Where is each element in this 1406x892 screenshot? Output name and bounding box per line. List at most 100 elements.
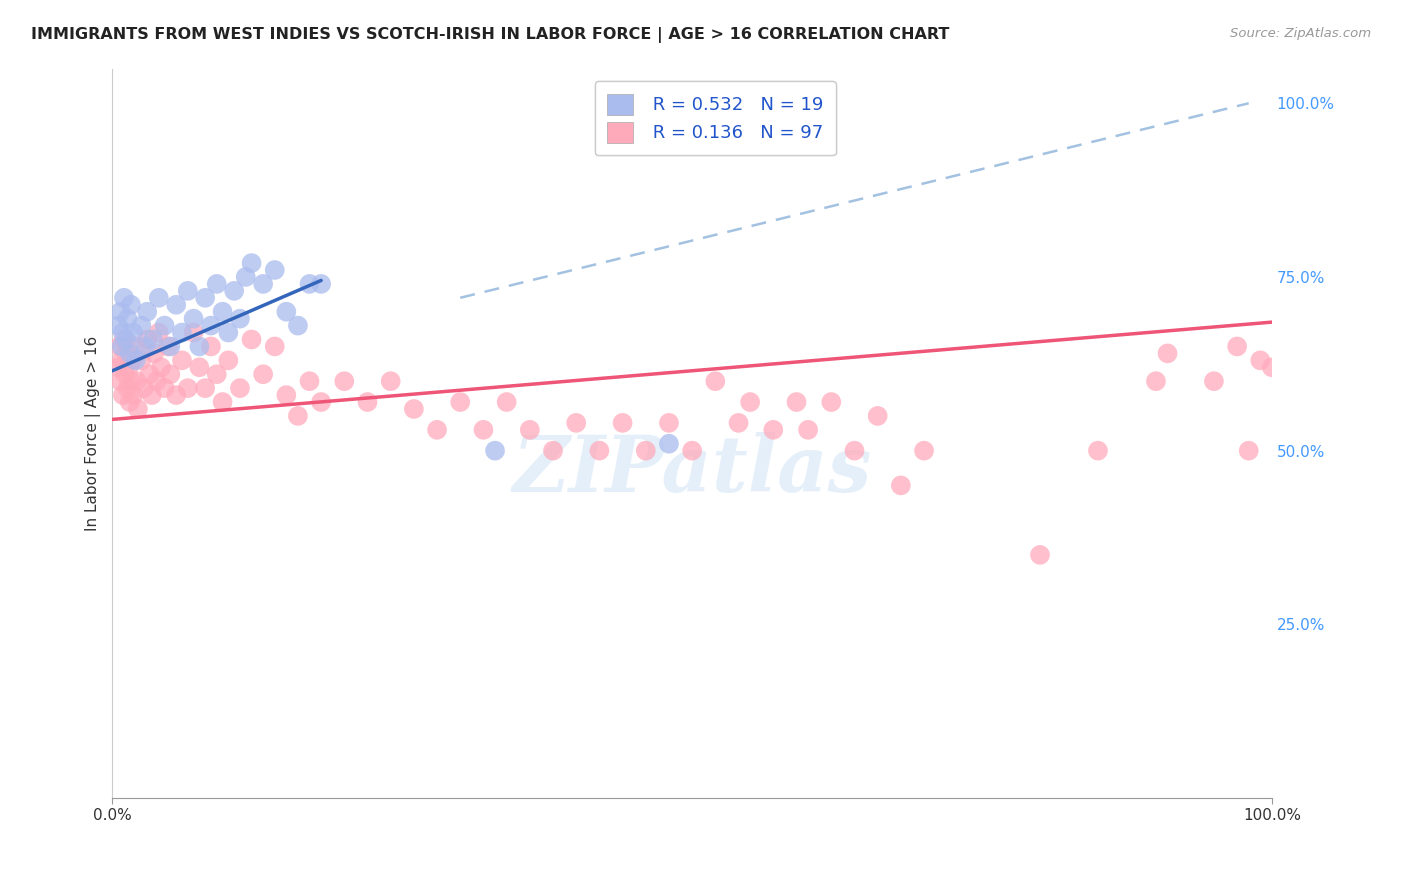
Point — [1087, 443, 1109, 458]
Point — [159, 339, 181, 353]
Text: IMMIGRANTS FROM WEST INDIES VS SCOTCH-IRISH IN LABOR FORCE | AGE > 16 CORRELATIO: IMMIGRANTS FROM WEST INDIES VS SCOTCH-IR… — [31, 27, 949, 43]
Point — [111, 388, 134, 402]
Point — [402, 401, 425, 416]
Point — [110, 304, 132, 318]
Point — [112, 291, 135, 305]
Point — [108, 339, 131, 353]
Point — [658, 436, 681, 450]
Point — [115, 333, 138, 347]
Point — [1156, 346, 1178, 360]
Point — [148, 291, 170, 305]
Point — [634, 443, 657, 458]
Point — [240, 333, 263, 347]
Point — [484, 443, 506, 458]
Point — [588, 443, 610, 458]
Point — [111, 326, 134, 340]
Point — [141, 388, 163, 402]
Point — [298, 277, 321, 291]
Point — [177, 284, 200, 298]
Point — [1029, 548, 1052, 562]
Point — [1226, 339, 1249, 353]
Point — [143, 346, 166, 360]
Point — [211, 395, 233, 409]
Point — [472, 423, 495, 437]
Point — [820, 395, 842, 409]
Point — [127, 401, 149, 416]
Point — [118, 395, 141, 409]
Point — [183, 311, 205, 326]
Point — [117, 381, 139, 395]
Point — [118, 346, 141, 360]
Point — [252, 277, 274, 291]
Point — [263, 339, 285, 353]
Point — [200, 318, 222, 333]
Point — [165, 298, 187, 312]
Point — [117, 311, 139, 326]
Point — [287, 409, 309, 423]
Point — [541, 443, 564, 458]
Point — [240, 256, 263, 270]
Point — [263, 263, 285, 277]
Point — [183, 326, 205, 340]
Point — [153, 318, 176, 333]
Point — [122, 326, 145, 340]
Point — [797, 423, 820, 437]
Point — [1202, 374, 1225, 388]
Point — [309, 277, 332, 291]
Point — [125, 374, 148, 388]
Point — [145, 374, 167, 388]
Point — [276, 388, 298, 402]
Point — [252, 368, 274, 382]
Point — [1261, 360, 1284, 375]
Point — [235, 269, 257, 284]
Point — [120, 374, 142, 388]
Text: ZIPatlas: ZIPatlas — [512, 432, 872, 508]
Point — [132, 381, 155, 395]
Point — [121, 353, 143, 368]
Point — [136, 333, 159, 347]
Point — [704, 374, 727, 388]
Point — [495, 395, 517, 409]
Point — [356, 395, 378, 409]
Point — [107, 360, 129, 375]
Point — [217, 326, 239, 340]
Point — [449, 395, 471, 409]
Point — [1144, 374, 1167, 388]
Point — [148, 326, 170, 340]
Point — [115, 346, 138, 360]
Point — [658, 416, 681, 430]
Point — [844, 443, 866, 458]
Point — [276, 304, 298, 318]
Point — [519, 423, 541, 437]
Point — [681, 443, 703, 458]
Text: Source: ZipAtlas.com: Source: ZipAtlas.com — [1230, 27, 1371, 40]
Point — [120, 298, 142, 312]
Point — [287, 318, 309, 333]
Point — [612, 416, 634, 430]
Point — [205, 277, 228, 291]
Point — [1249, 353, 1271, 368]
Point — [188, 360, 211, 375]
Point — [150, 360, 173, 375]
Point — [114, 368, 136, 382]
Point — [111, 353, 134, 368]
Point — [112, 333, 135, 347]
Point — [1237, 443, 1260, 458]
Point — [124, 353, 146, 368]
Point — [912, 443, 935, 458]
Point — [727, 416, 749, 430]
Point — [110, 374, 132, 388]
Point — [194, 291, 217, 305]
Point — [131, 353, 153, 368]
Point — [298, 374, 321, 388]
Point — [170, 353, 193, 368]
Point — [229, 311, 252, 326]
Point — [211, 304, 233, 318]
Point — [762, 423, 785, 437]
Point — [426, 423, 449, 437]
Point — [134, 339, 156, 353]
Point — [159, 368, 181, 382]
Point — [224, 284, 246, 298]
Point — [138, 368, 160, 382]
Point — [170, 326, 193, 340]
